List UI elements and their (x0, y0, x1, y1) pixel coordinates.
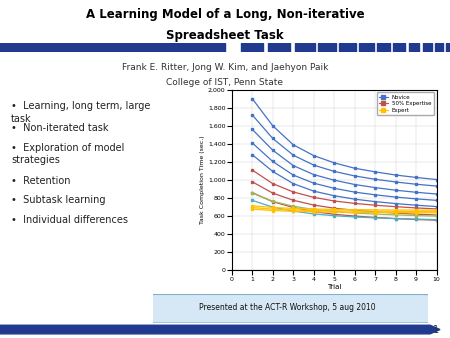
Bar (409, 43, 419, 52)
Bar (446, 43, 450, 52)
50% Expertise (331, 199, 337, 203)
50% Expertise (393, 204, 398, 209)
Expert (413, 208, 418, 212)
X-axis label: Trial: Trial (327, 285, 341, 290)
Expert (393, 208, 398, 212)
Expert (311, 207, 316, 211)
50% Expertise (311, 195, 316, 199)
Novice (249, 97, 255, 101)
Novice (331, 161, 337, 165)
Novice (413, 175, 418, 179)
FancyBboxPatch shape (140, 294, 436, 323)
Bar (0, 43, 225, 52)
Text: A Learning Model of a Long, Non-iterative: A Learning Model of a Long, Non-iterativ… (86, 8, 365, 21)
Line: Expert: Expert (251, 204, 438, 212)
Text: Frank E. Ritter, Jong W. Kim, and Jaehyon Paik: Frank E. Ritter, Jong W. Kim, and Jaehyo… (122, 63, 328, 72)
Bar (339, 43, 356, 52)
50% Expertise (352, 201, 357, 206)
Text: •  Subtask learning: • Subtask learning (11, 195, 106, 206)
FancyArrow shape (0, 325, 440, 334)
Text: •  Learning, long term, large
task: • Learning, long term, large task (11, 101, 151, 124)
Novice (434, 177, 439, 182)
Novice (291, 143, 296, 147)
50% Expertise (249, 168, 255, 172)
Bar (393, 43, 405, 52)
Expert (352, 208, 357, 212)
Text: •  Non-iterated task: • Non-iterated task (11, 123, 109, 134)
Text: 1: 1 (432, 325, 439, 335)
Novice (270, 124, 275, 128)
Expert (331, 207, 337, 211)
Novice (373, 170, 378, 174)
Bar (377, 43, 390, 52)
Expert (291, 207, 296, 211)
Novice (311, 153, 316, 158)
50% Expertise (413, 206, 418, 210)
Text: Spreadsheet Task: Spreadsheet Task (166, 29, 284, 42)
Bar (318, 43, 336, 52)
50% Expertise (291, 190, 296, 194)
50% Expertise (434, 207, 439, 211)
50% Expertise (373, 203, 378, 207)
Bar (295, 43, 315, 52)
Text: Presented at the ACT-R Workshop, 5 aug 2010: Presented at the ACT-R Workshop, 5 aug 2… (199, 303, 376, 312)
Novice (352, 166, 357, 170)
Novice (393, 173, 398, 177)
Text: College of IST, Penn State: College of IST, Penn State (166, 78, 284, 87)
Text: •  Exploration of model
strategies: • Exploration of model strategies (11, 143, 125, 165)
Line: Novice: Novice (251, 97, 438, 181)
Bar (435, 43, 443, 52)
Bar (241, 43, 263, 52)
Text: •  Individual differences: • Individual differences (11, 215, 128, 225)
Expert (249, 204, 255, 208)
Expert (373, 208, 378, 212)
Bar (268, 43, 290, 52)
Bar (359, 43, 374, 52)
Expert (270, 206, 275, 210)
Bar (423, 43, 432, 52)
Legend: Novice, 50% Expertise, Expert: Novice, 50% Expertise, Expert (377, 92, 434, 115)
Expert (434, 208, 439, 212)
Y-axis label: Task Completion Time (sec.): Task Completion Time (sec.) (200, 136, 205, 224)
50% Expertise (270, 182, 275, 186)
Text: •  Retention: • Retention (11, 176, 71, 186)
Line: 50% Expertise: 50% Expertise (251, 169, 438, 210)
